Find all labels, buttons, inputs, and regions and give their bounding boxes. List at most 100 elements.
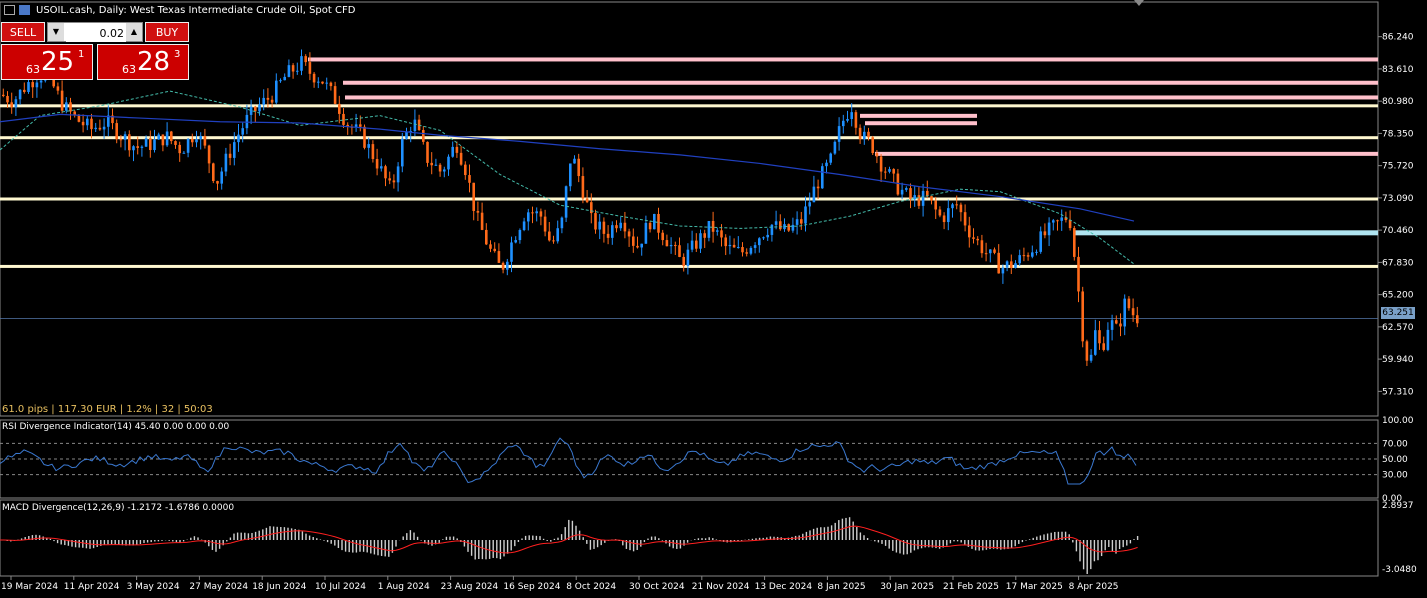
volume-down-icon[interactable]: ▼ bbox=[48, 23, 64, 41]
bull-candle bbox=[569, 163, 572, 187]
bull-candle bbox=[619, 222, 622, 229]
bull-candle bbox=[644, 222, 648, 244]
bear-candle bbox=[934, 200, 937, 210]
bull-candle bbox=[1005, 261, 1009, 268]
bull-candle bbox=[132, 146, 135, 151]
bear-candle bbox=[455, 146, 459, 153]
bear-candle bbox=[472, 182, 475, 211]
bull-candle bbox=[821, 166, 824, 189]
bear-candle bbox=[161, 134, 165, 146]
bull-candle bbox=[165, 131, 169, 146]
bull-candle bbox=[18, 89, 22, 100]
date-axis-label: 19 Mar 2024 bbox=[1, 582, 58, 592]
bear-candle bbox=[984, 253, 988, 255]
bear-candle bbox=[732, 244, 736, 248]
bull-candle bbox=[686, 249, 690, 266]
bear-candle bbox=[1010, 261, 1013, 268]
bull-candle bbox=[842, 120, 845, 127]
price-axis-label: 80.980 bbox=[1382, 97, 1414, 107]
bull-candle bbox=[522, 221, 526, 231]
date-axis-label: 21 Nov 2024 bbox=[692, 582, 750, 592]
bull-candle bbox=[812, 186, 816, 203]
price-axis-label: 57.310 bbox=[1382, 387, 1414, 397]
sell-price-quote[interactable]: 63 25 1 bbox=[1, 44, 93, 80]
bear-candle bbox=[867, 131, 870, 138]
bull-candle bbox=[1089, 354, 1093, 361]
bull-candle bbox=[451, 146, 454, 157]
bull-candle bbox=[237, 134, 240, 143]
bull-candle bbox=[405, 132, 408, 139]
bull-candle bbox=[728, 244, 732, 247]
bull-candle bbox=[296, 70, 299, 72]
bear-candle bbox=[291, 65, 295, 72]
bear-candle bbox=[1102, 343, 1105, 350]
chart-type-icon[interactable] bbox=[19, 5, 30, 15]
bear-candle bbox=[787, 224, 790, 231]
bull-candle bbox=[753, 245, 757, 248]
bull-candle bbox=[245, 114, 249, 129]
bull-candle bbox=[1031, 252, 1034, 257]
bull-candle bbox=[447, 156, 450, 170]
bull-candle bbox=[762, 237, 765, 239]
bear-candle bbox=[623, 222, 627, 232]
bear-candle bbox=[980, 240, 984, 254]
bull-candle bbox=[690, 240, 694, 250]
bull-candle bbox=[774, 221, 778, 225]
bear-candle bbox=[438, 164, 442, 172]
bull-candle bbox=[283, 76, 286, 81]
bull-candle bbox=[518, 230, 522, 241]
bull-candle bbox=[1052, 220, 1055, 223]
date-axis-label: 13 Dec 2024 bbox=[755, 582, 813, 592]
bear-candle bbox=[1064, 217, 1068, 221]
date-axis-label: 11 Apr 2024 bbox=[64, 582, 120, 592]
bull-candle bbox=[804, 206, 807, 224]
bear-candle bbox=[871, 137, 874, 154]
current-price-tag: 63.251 bbox=[1381, 307, 1415, 319]
bull-candle bbox=[640, 243, 643, 248]
bear-candle bbox=[1056, 220, 1059, 222]
grid-icon[interactable] bbox=[4, 5, 15, 15]
bear-candle bbox=[119, 139, 123, 141]
bear-candle bbox=[212, 163, 215, 182]
volume-stepper[interactable]: ▼ ▲ bbox=[47, 22, 143, 42]
sell-button[interactable]: SELL bbox=[1, 22, 45, 42]
date-axis-label: 8 Oct 2024 bbox=[566, 582, 616, 592]
bull-candle bbox=[791, 224, 795, 231]
bear-candle bbox=[909, 188, 912, 200]
rsi-axis-label: 100.00 bbox=[1382, 416, 1414, 426]
buy-price-quote[interactable]: 63 28 3 bbox=[97, 44, 189, 80]
bull-candle bbox=[808, 202, 811, 207]
bear-candle bbox=[493, 248, 496, 252]
bull-candle bbox=[716, 230, 719, 232]
volume-up-icon[interactable]: ▲ bbox=[126, 23, 142, 41]
bear-candle bbox=[207, 145, 211, 164]
price-axis-label: 70.460 bbox=[1382, 226, 1414, 236]
bear-candle bbox=[917, 195, 921, 206]
bull-candle bbox=[611, 225, 614, 238]
volume-input[interactable] bbox=[66, 24, 126, 42]
chart-shift-marker[interactable] bbox=[1134, 0, 1144, 6]
bear-candle bbox=[459, 152, 463, 165]
bear-candle bbox=[1026, 255, 1030, 257]
bear-candle bbox=[745, 252, 748, 254]
bull-candle bbox=[829, 153, 832, 163]
buy-button[interactable]: BUY bbox=[145, 22, 189, 42]
bull-candle bbox=[262, 97, 265, 105]
bear-candle bbox=[632, 236, 635, 246]
bull-candle bbox=[396, 166, 400, 183]
bull-candle bbox=[186, 138, 190, 153]
bear-candle bbox=[266, 97, 270, 100]
bear-candle bbox=[128, 134, 131, 151]
bull-candle bbox=[224, 153, 228, 172]
bull-candle bbox=[354, 124, 358, 128]
bull-candle bbox=[737, 247, 740, 249]
bear-candle bbox=[942, 215, 946, 223]
buy-price-big: 28 bbox=[137, 47, 171, 77]
date-axis-label: 3 May 2024 bbox=[127, 582, 180, 592]
bull-candle bbox=[401, 138, 404, 167]
bull-candle bbox=[102, 126, 106, 130]
bull-candle bbox=[1047, 222, 1051, 236]
macd-signal-line bbox=[0, 525, 1138, 554]
bull-candle bbox=[140, 146, 144, 148]
